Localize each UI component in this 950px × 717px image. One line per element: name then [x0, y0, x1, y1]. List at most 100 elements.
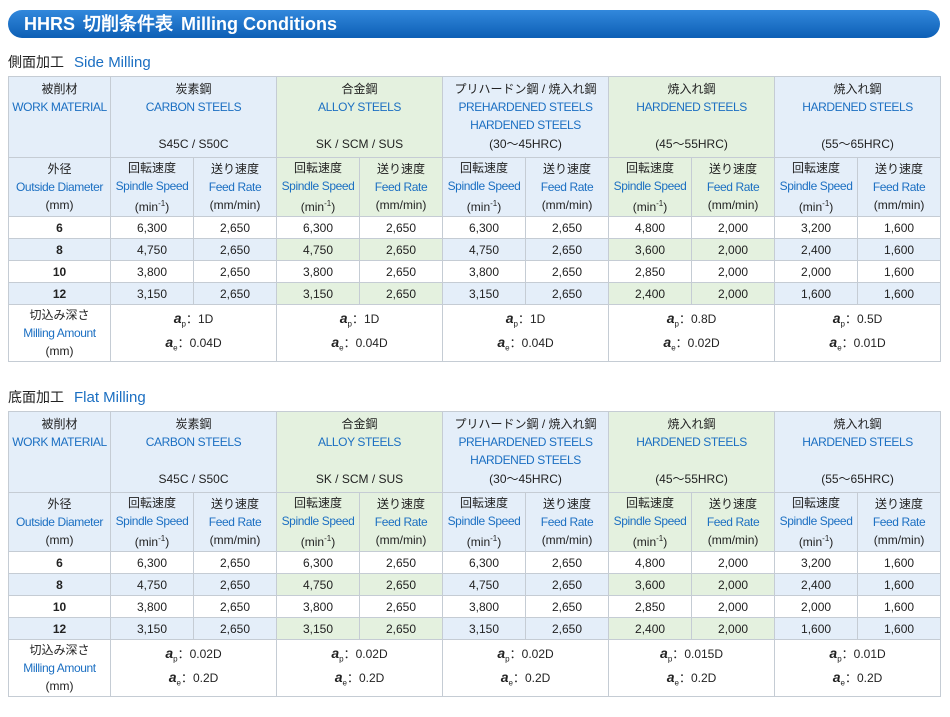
- depth-row: 切込み深さ Milling Amount (mm) ap：0.02D ae：0.2D ap…: [8, 639, 942, 697]
- depth-value: 0.04D: [355, 336, 388, 350]
- label-en: WORK MATERIAL: [12, 435, 107, 449]
- material: プリハードン鋼 / 焼入れ鋼 PREHARDENED STEELS HARDENED…: [444, 413, 608, 492]
- speed-label-cell: 回転速度 Spindle Speed (min-1): [110, 492, 194, 552]
- title-bar: HHRS 切削条件表 Milling Conditions: [8, 10, 940, 38]
- diameter-cell: 8: [8, 238, 111, 261]
- separator: ：: [672, 646, 685, 661]
- spindle-speed-cell: 2,000: [774, 595, 859, 618]
- symbol: a: [173, 309, 182, 326]
- spindle-speed-cell: 4,750: [442, 573, 527, 596]
- label-unit: (mm): [45, 198, 74, 212]
- material-en: CARBON STEELS: [145, 100, 242, 114]
- data-row: 8 4,750 2,650 4,750 2,650 4,750 2,650 3,600 2,00…: [8, 573, 942, 596]
- material-cell: 焼入れ鋼 HARDENED STEELS (45～55HRC): [608, 76, 776, 158]
- feed-rate-cell: 2,000: [691, 216, 776, 239]
- unit-exponent: -1: [822, 198, 830, 208]
- symbol-subscript: e: [342, 678, 347, 688]
- spindle-speed-cell: 6,300: [276, 216, 360, 239]
- depth-value: 0.04D: [521, 336, 554, 350]
- symbol: a: [497, 644, 506, 661]
- spindle-speed-cell: 1,600: [774, 282, 859, 305]
- label-unit: (mm/min): [707, 533, 759, 547]
- feed-rate-cell: 1,600: [857, 617, 942, 640]
- feed-rate-cell: 2,000: [691, 282, 776, 305]
- feed-rate-cell: 1,600: [857, 595, 942, 618]
- depth-line: ae：0.2D: [610, 668, 774, 692]
- label-jp: 回転速度: [626, 160, 675, 175]
- label-en: Outside Diameter: [16, 515, 103, 529]
- label-unit: (min-1): [278, 530, 359, 551]
- unit-part: ): [829, 534, 834, 549]
- symbol-subscript: p: [339, 654, 344, 663]
- label-jp: 送り速度: [875, 162, 924, 176]
- depth-cell: ap：0.02D ae：0.2D: [275, 639, 444, 697]
- depth-line: ap：0.02D: [278, 644, 442, 668]
- diameter-label-cell: 外径 Outside Diameter (mm): [8, 492, 111, 552]
- label-en: Feed Rate: [374, 515, 428, 529]
- diameter-label-cell: 外径 Outside Diameter (mm): [8, 157, 111, 217]
- feed-rate-cell: 2,650: [358, 260, 444, 283]
- spindle-speed-cell: 1,600: [774, 617, 859, 640]
- material-en: PREHARDENED STEELS: [458, 100, 593, 114]
- symbol: a: [331, 644, 340, 661]
- material: 炭素鋼 CARBON STEELS S45C / S50C: [112, 78, 276, 157]
- unit-part: (min: [632, 534, 657, 549]
- depth-value: 0.02D: [521, 646, 554, 661]
- material-spec: SK / SCM / SUS: [315, 137, 404, 151]
- spindle-speed-cell: 4,750: [110, 573, 194, 596]
- separator: ：: [844, 671, 857, 685]
- label-jp: 回転速度: [460, 495, 509, 510]
- symbol-subscript: p: [181, 319, 186, 328]
- symbol-subscript: p: [505, 654, 510, 663]
- label-jp: 送り速度: [377, 497, 426, 511]
- data-row: 6 6,300 2,650 6,300 2,650 6,300 2,650 4,800 2,00…: [8, 216, 942, 239]
- symbol: a: [666, 309, 675, 326]
- depth-line: ae：0.04D: [112, 333, 276, 357]
- label-unit: (mm/min): [541, 533, 593, 547]
- material-jp: 炭素鋼: [175, 82, 212, 96]
- material-jp: 焼入れ鋼: [833, 82, 882, 96]
- speed-label-cell: 回転速度 Spindle Speed (min-1): [608, 157, 693, 217]
- depth-value: 0.02D: [189, 646, 222, 661]
- unit-part: ): [331, 199, 336, 214]
- label-en: Feed Rate: [540, 180, 594, 194]
- material-jp: プリハードン鋼 / 焼入れ鋼: [454, 82, 597, 96]
- feed-rate-cell: 2,000: [691, 551, 776, 574]
- material-jp: 合金鋼: [341, 82, 378, 96]
- spindle-speed-cell: 3,150: [276, 282, 360, 305]
- depth-line: ap：1D: [444, 309, 608, 333]
- material-en: HARDENED STEELS: [470, 453, 581, 467]
- section-title: 側面加工 Side Milling: [8, 52, 940, 76]
- label-en: Spindle Speed: [779, 178, 853, 193]
- depth-value: 0.2D: [690, 671, 717, 685]
- label-unit: (min-1): [112, 195, 193, 216]
- symbol-subscript: e: [508, 678, 513, 688]
- material-cell: 焼入れ鋼 HARDENED STEELS (45～55HRC): [608, 411, 776, 493]
- unit-part: ): [331, 534, 336, 549]
- material-jp: 炭素鋼: [175, 417, 212, 431]
- material-row: 被削材 WORK MATERIAL 炭素鋼 CARBON STEELS S45C / S…: [8, 411, 942, 493]
- label-en: WORK MATERIAL: [12, 100, 107, 114]
- section-title-jp: 側面加工: [8, 54, 64, 70]
- label-unit: (min-1): [444, 195, 525, 216]
- depth-label-cell: 切込み深さ Milling Amount (mm): [8, 304, 111, 362]
- label-unit: (mm/min): [873, 533, 925, 547]
- label-en: Feed Rate: [706, 180, 760, 194]
- depth-line: ap：0.01D: [776, 644, 940, 668]
- depth-cell: ap：1D ae：0.04D: [110, 304, 277, 362]
- spindle-speed-cell: 6,300: [110, 216, 194, 239]
- separator: ：: [509, 646, 522, 661]
- label-en: Spindle Speed: [115, 513, 189, 528]
- label-en: Spindle Speed: [447, 513, 521, 528]
- material: 焼入れ鋼 HARDENED STEELS (45～55HRC): [610, 78, 774, 157]
- depth-value: 0.04D: [189, 336, 222, 350]
- depth-line: ae：0.2D: [776, 668, 940, 692]
- material-cell: 炭素鋼 CARBON STEELS S45C / S50C: [110, 76, 277, 158]
- section-title-en: Side Milling: [74, 54, 151, 71]
- depth-row: 切込み深さ Milling Amount (mm) ap：1D ae：0.04D ap：1…: [8, 304, 942, 362]
- separator: ：: [841, 646, 854, 661]
- separator: ：: [509, 336, 522, 350]
- diameter-cell: 10: [8, 595, 111, 618]
- symbol-subscript: e: [840, 678, 845, 688]
- feed-rate-cell: 2,650: [358, 551, 444, 574]
